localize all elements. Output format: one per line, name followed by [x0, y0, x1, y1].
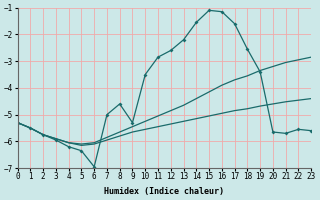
X-axis label: Humidex (Indice chaleur): Humidex (Indice chaleur): [104, 187, 224, 196]
